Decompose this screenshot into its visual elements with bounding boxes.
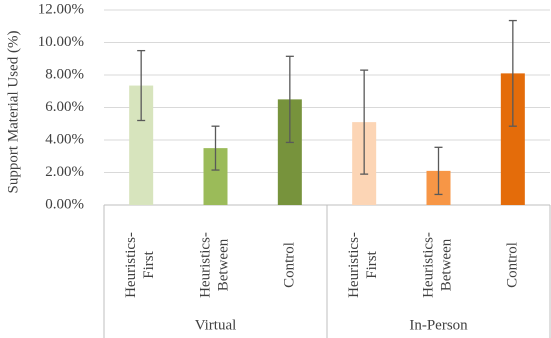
x-tick-label: Heuristics- First — [124, 232, 158, 298]
x-tick-label: Heuristics- Between — [198, 232, 232, 298]
y-tick-label: 12.00% — [38, 1, 84, 17]
y-tick-label: 8.00% — [45, 66, 84, 82]
y-tick-label: 4.00% — [45, 131, 84, 147]
x-tick-label: Control — [281, 242, 297, 288]
y-axis-label: Support Material Used (%) — [5, 31, 21, 194]
group-label: In-Person — [409, 317, 468, 333]
y-tick-label: 10.00% — [38, 34, 84, 50]
y-tick-label: 2.00% — [45, 164, 84, 180]
x-tick-label: Heuristics- First — [347, 232, 381, 298]
y-tick-label: 6.00% — [45, 99, 84, 115]
group-label: Virtual — [195, 317, 237, 333]
x-tick-label: Control — [504, 242, 520, 288]
y-tick-label: 0.00% — [45, 196, 84, 212]
x-tick-label: Heuristics- Between — [421, 232, 455, 298]
